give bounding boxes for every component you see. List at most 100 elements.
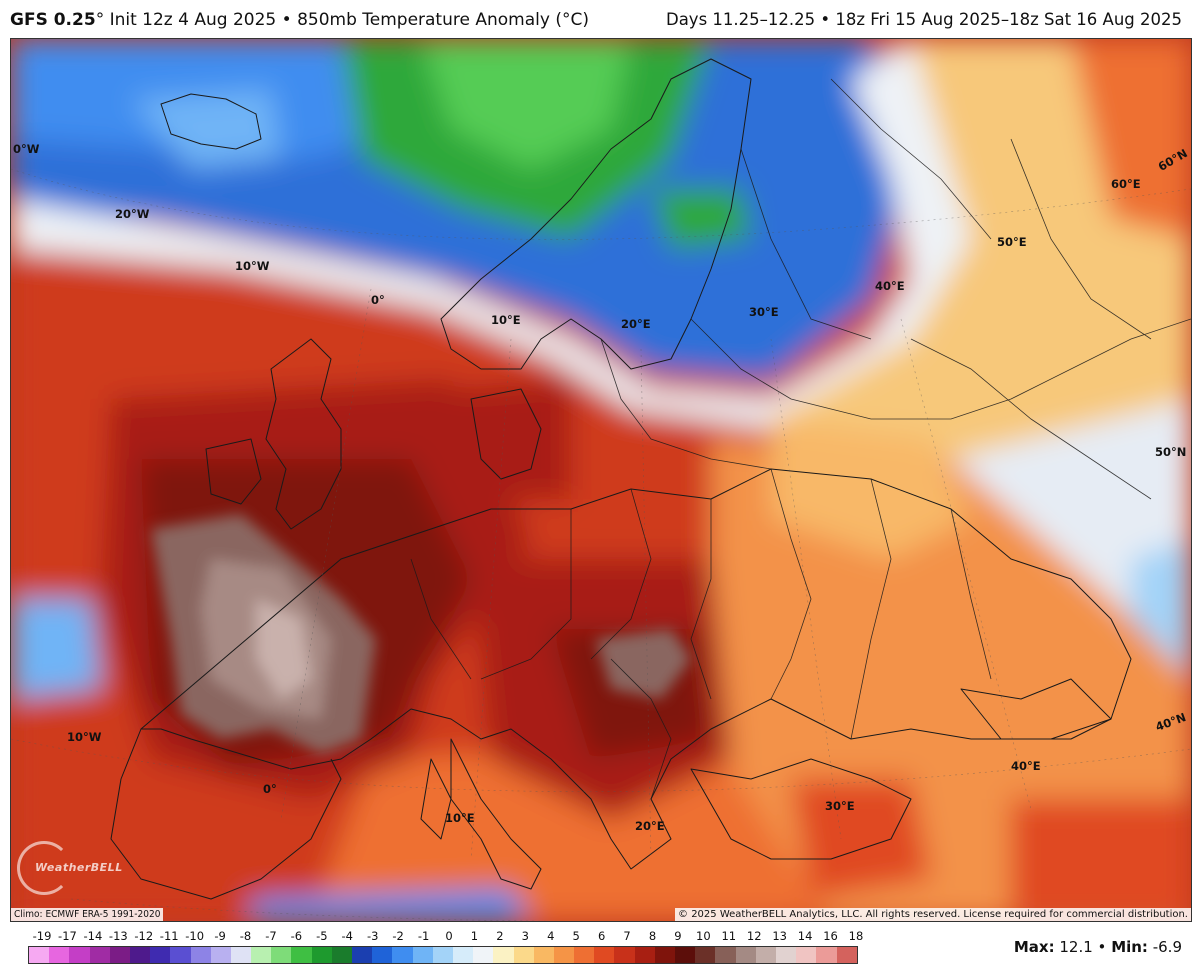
legend-label: 3 <box>521 929 529 943</box>
legend-label: -12 <box>134 929 154 943</box>
legend-swatch <box>513 947 534 963</box>
legend-swatch <box>129 947 151 963</box>
label-30e-south: 30°E <box>825 799 855 813</box>
legend-label: 18 <box>848 929 864 943</box>
copyright-note: © 2025 WeatherBELL Analytics, LLC. All r… <box>675 908 1191 921</box>
label-20e-south: 20°E <box>635 819 665 833</box>
legend-swatch <box>735 947 756 963</box>
legend-label: -11 <box>159 929 179 943</box>
label-10e-south: 10°E <box>445 811 475 825</box>
legend-swatch <box>412 947 433 963</box>
legend-swatch <box>251 947 272 963</box>
label-50n: 50°N <box>1155 445 1187 459</box>
legend-label: 11 <box>721 929 737 943</box>
anomaly-map: 0°W 20°W 10°W 0° 10°E 20°E 30°E 40°E 50°… <box>10 38 1192 922</box>
extreme-anomaly-cores <box>151 514 691 754</box>
label-10w-north: 10°W <box>235 259 270 273</box>
label-40e-south: 40°E <box>1011 759 1041 773</box>
legend-swatch <box>715 947 736 963</box>
logo-text: WeatherBELL <box>35 861 123 874</box>
legend-label: -3 <box>366 929 379 943</box>
label-40e-north: 40°E <box>875 279 905 293</box>
legend-label: 4 <box>547 929 555 943</box>
legend-swatch <box>69 947 90 963</box>
legend-swatch <box>553 947 575 963</box>
legend-swatch <box>493 947 514 963</box>
legend-swatch <box>695 947 716 963</box>
min-label: Min: <box>1111 938 1148 956</box>
legend-swatch <box>190 947 211 963</box>
legend-labels: -19 -17 -14 -13 -12 -11 -10 -9 -8 -7 -6 -5 -4 -3 -2 -1 0… <box>28 929 864 943</box>
legend-swatch <box>574 947 595 963</box>
legend-label: 9 <box>674 929 682 943</box>
legend-label: 10 <box>696 929 711 943</box>
legend-label: -6 <box>290 929 303 943</box>
label-60e: 60°E <box>1111 177 1141 191</box>
legend-label: -5 <box>316 929 328 943</box>
legend-swatch <box>654 947 675 963</box>
label-10w-south: 10°W <box>67 730 102 744</box>
legend-swatch <box>473 947 494 963</box>
legend-swatch <box>755 947 776 963</box>
legend-swatch <box>29 947 50 963</box>
color-legend <box>28 946 858 964</box>
legend-label: -1 <box>417 929 430 943</box>
init-time: Init 12z 4 Aug 2025 <box>109 10 277 30</box>
max-value: 12.1 <box>1059 938 1093 956</box>
legend-swatch <box>372 947 393 963</box>
borders <box>410 78 1191 800</box>
label-50e: 50°E <box>997 235 1027 249</box>
legend-label: -17 <box>58 929 77 943</box>
legend-swatch <box>89 947 110 963</box>
legend-label: -2 <box>392 929 404 943</box>
legend-swatch <box>392 947 413 963</box>
valid-time: Days 11.25–12.25 • 18z Fri 15 Aug 2025–1… <box>665 10 1182 29</box>
legend-swatch <box>796 947 817 963</box>
legend-swatch <box>816 947 837 963</box>
legend-swatch <box>271 947 292 963</box>
label-30e-north: 30°E <box>749 305 779 319</box>
legend-label: 13 <box>772 929 788 943</box>
label-20w: 20°W <box>115 207 150 221</box>
label-0w: 0°W <box>13 142 40 156</box>
legend-swatch <box>331 947 352 963</box>
legend-label: 1 <box>470 929 479 943</box>
legend-swatch <box>432 947 453 963</box>
legend-label: 0 <box>445 929 453 943</box>
max-label: Max: <box>1013 938 1055 956</box>
legend-label: -8 <box>239 929 252 943</box>
climo-note: Climo: ECMWF ERA-5 1991-2020 <box>11 908 164 921</box>
legend-swatch <box>352 947 373 963</box>
legend-swatch <box>452 947 474 963</box>
legend-swatch <box>150 947 171 963</box>
legend-swatch <box>836 947 857 963</box>
label-20e-north: 20°E <box>621 317 651 331</box>
model-name: GFS 0.25 <box>10 10 96 30</box>
title-separator: • <box>281 10 292 30</box>
graticule <box>11 168 1191 921</box>
legend-label: 5 <box>572 929 580 943</box>
legend-label: -13 <box>108 929 128 943</box>
min-value: -6.9 <box>1152 938 1182 956</box>
legend-swatch <box>634 947 655 963</box>
label-10e-north: 10°E <box>491 313 521 327</box>
legend-label: 16 <box>823 929 838 943</box>
legend-swatch <box>594 947 615 963</box>
legend-label: 14 <box>797 929 813 943</box>
weatherbell-logo: WeatherBELL <box>15 839 125 899</box>
legend-label: 8 <box>648 929 657 943</box>
legend-label: -14 <box>83 929 103 943</box>
legend-swatch <box>109 947 130 963</box>
legend-swatch <box>230 947 252 963</box>
legend-label: -9 <box>214 929 226 943</box>
legend-label: 2 <box>496 929 504 943</box>
label-0-south: 0° <box>263 782 277 796</box>
map-title: GFS 0.25° Init 12z 4 Aug 2025 • 850mb Te… <box>10 10 589 30</box>
legend-swatch <box>291 947 312 963</box>
max-min-stats: Max: 12.1 • Min: -6.9 <box>1014 938 1182 956</box>
legend-label: -19 <box>32 929 52 943</box>
legend-swatch <box>49 947 70 963</box>
label-0-north: 0° <box>371 293 385 307</box>
legend-swatch <box>210 947 231 963</box>
legend-label: 6 <box>597 929 606 943</box>
